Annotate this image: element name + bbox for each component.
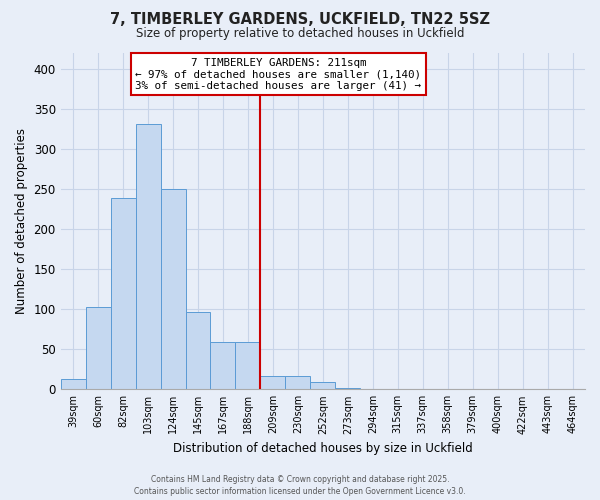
Bar [235, 342, 260, 390]
Bar [310, 382, 335, 390]
Bar [335, 388, 360, 390]
Bar [86, 306, 110, 390]
Bar [360, 388, 385, 390]
Bar [211, 342, 235, 390]
Y-axis label: Number of detached properties: Number of detached properties [15, 128, 28, 314]
Bar [286, 376, 310, 390]
Text: Size of property relative to detached houses in Uckfield: Size of property relative to detached ho… [136, 28, 464, 40]
Text: 7, TIMBERLEY GARDENS, UCKFIELD, TN22 5SZ: 7, TIMBERLEY GARDENS, UCKFIELD, TN22 5SZ [110, 12, 490, 28]
X-axis label: Distribution of detached houses by size in Uckfield: Distribution of detached houses by size … [173, 442, 473, 455]
Bar [136, 124, 161, 390]
Bar [61, 379, 86, 390]
Text: Contains HM Land Registry data © Crown copyright and database right 2025.
Contai: Contains HM Land Registry data © Crown c… [134, 475, 466, 496]
Bar [260, 376, 286, 390]
Bar [161, 189, 185, 390]
Bar [110, 198, 136, 390]
Bar [185, 312, 211, 390]
Text: 7 TIMBERLEY GARDENS: 211sqm
← 97% of detached houses are smaller (1,140)
3% of s: 7 TIMBERLEY GARDENS: 211sqm ← 97% of det… [135, 58, 421, 91]
